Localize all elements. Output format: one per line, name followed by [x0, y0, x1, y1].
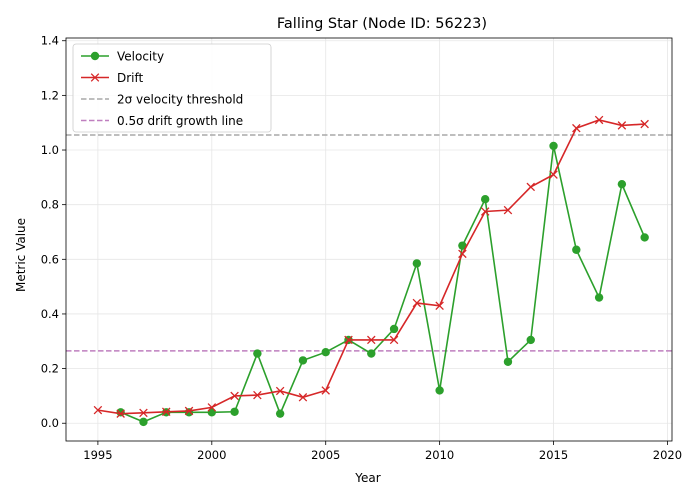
data-point	[93, 405, 103, 415]
data-point	[435, 301, 444, 311]
data-point	[389, 324, 399, 334]
data-point	[549, 141, 558, 151]
legend-label: 2σ velocity threshold	[117, 93, 243, 107]
data-point	[458, 241, 467, 250]
data-point	[184, 406, 194, 416]
data-point	[321, 348, 330, 357]
data-point	[367, 335, 376, 345]
data-point	[640, 233, 649, 242]
data-point	[594, 293, 604, 302]
y-tick-label: 1.2	[41, 88, 59, 102]
data-point	[640, 119, 649, 129]
data-point	[435, 386, 444, 395]
series-layer	[93, 115, 649, 427]
data-point	[480, 195, 490, 204]
data-point	[230, 391, 239, 401]
data-point	[503, 357, 513, 366]
data-point	[116, 409, 125, 418]
legend-label: Drift	[117, 71, 144, 85]
data-point	[207, 403, 217, 412]
y-tick-label: 0.8	[41, 198, 59, 212]
data-point	[412, 298, 422, 308]
data-point	[458, 249, 467, 259]
x-tick-label: 2000	[197, 448, 226, 462]
data-point	[526, 335, 535, 345]
legend-item: 2σ velocity threshold	[81, 93, 243, 107]
data-point	[412, 259, 422, 268]
data-point	[617, 121, 627, 130]
data-point	[139, 417, 148, 427]
data-point	[480, 207, 490, 216]
data-point	[572, 245, 581, 254]
data-point	[389, 335, 399, 345]
y-tick-label: 0.0	[41, 416, 59, 430]
reference-lines	[66, 134, 672, 352]
grid	[66, 38, 672, 441]
y-tick-label: 0.4	[41, 307, 59, 321]
x-tick-label: 2005	[311, 448, 340, 462]
legend-marker	[90, 73, 100, 82]
data-point	[526, 182, 536, 192]
data-point	[253, 349, 262, 358]
data-point	[116, 408, 125, 417]
y-tick-label: 0.6	[41, 252, 59, 266]
data-point	[549, 170, 558, 179]
data-point	[298, 356, 308, 365]
data-point	[207, 408, 217, 417]
x-tick-label: 1995	[83, 448, 112, 462]
x-axis-ticks: 1995 2000 2005 2010 2015 2020	[83, 441, 682, 462]
legend-label: Velocity	[117, 50, 164, 64]
data-point	[253, 390, 262, 400]
legend-item: Drift	[81, 71, 144, 85]
data-point	[230, 407, 239, 416]
series-drift	[93, 115, 649, 418]
plot-frame	[65, 37, 673, 442]
x-tick-label: 2015	[539, 448, 568, 462]
data-point	[617, 179, 627, 189]
data-point	[344, 335, 353, 345]
data-point	[321, 386, 330, 395]
legend-box	[72, 43, 272, 133]
data-point	[572, 123, 581, 133]
y-tick-label: 0.2	[41, 362, 59, 376]
legend-label: 0.5σ drift growth line	[117, 114, 243, 128]
chart-title: Falling Star (Node ID: 56223)	[277, 16, 487, 32]
legend-marker	[90, 51, 100, 61]
y-axis-ticks: 0.0 0.2 0.4 0.6 0.8 1.0 1.2 1.4	[41, 34, 66, 430]
x-tick-label: 2020	[653, 448, 682, 462]
y-axis-label: Metric Value	[14, 218, 28, 292]
legend: Velocity Drift 2σ velocity threshold 0.5σ d…	[72, 43, 272, 133]
data-point	[594, 115, 604, 125]
legend-item: Velocity	[81, 50, 164, 64]
legend-item: 0.5σ drift growth line	[81, 114, 243, 128]
y-tick-label: 1.0	[41, 143, 59, 157]
data-point	[503, 205, 513, 215]
data-point	[184, 408, 194, 417]
x-tick-label: 2010	[425, 448, 454, 462]
data-point	[298, 393, 308, 402]
x-axis-label: Year	[354, 471, 380, 485]
data-point	[139, 408, 148, 418]
data-point	[275, 409, 285, 418]
data-point	[161, 407, 171, 417]
data-point	[367, 349, 376, 358]
y-tick-label: 1.4	[41, 34, 59, 48]
data-point	[275, 386, 285, 396]
